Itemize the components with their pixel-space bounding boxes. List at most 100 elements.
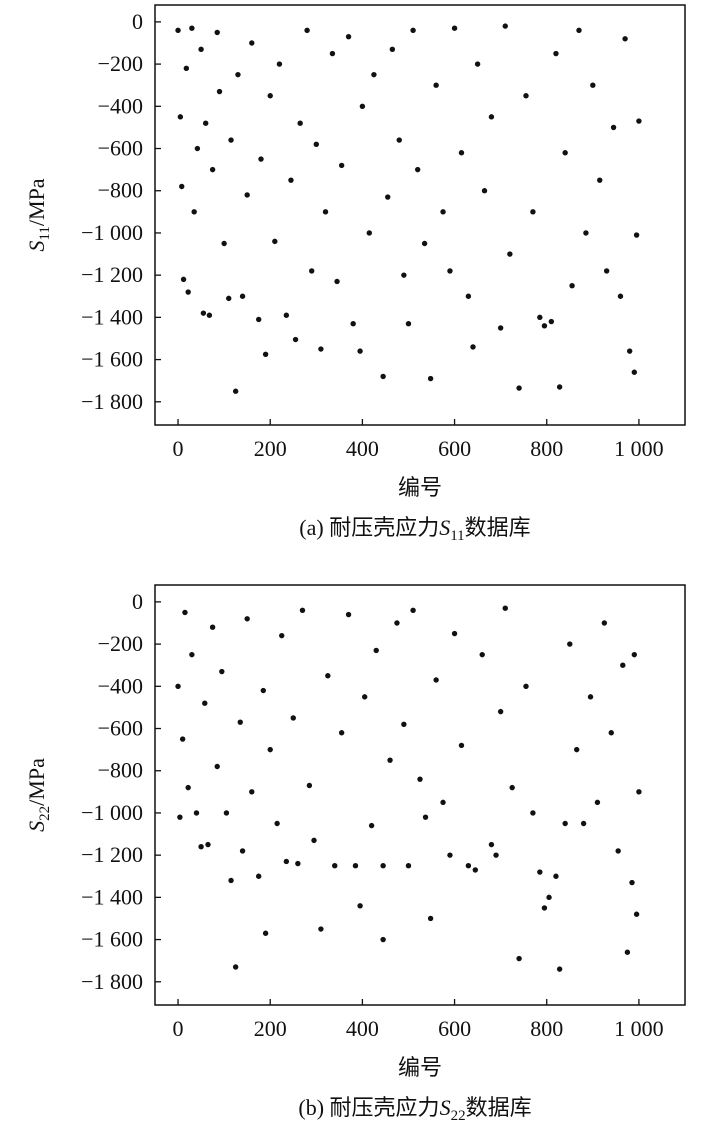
- data-point: [493, 852, 499, 858]
- data-point: [617, 293, 624, 299]
- data-point: [313, 141, 320, 147]
- data-point: [228, 877, 234, 884]
- data-point: [290, 715, 296, 721]
- data-point: [396, 137, 402, 143]
- data-point: [262, 351, 269, 357]
- data-point: [620, 662, 626, 668]
- data-point: [608, 730, 614, 736]
- data-point: [232, 388, 239, 394]
- data-point: [357, 903, 363, 909]
- data-point: [193, 810, 200, 816]
- data-point: [594, 799, 601, 806]
- data-point: [497, 325, 504, 331]
- caption-prefix: (a) 耐压壳应力: [299, 515, 439, 540]
- data-point: [255, 873, 262, 879]
- data-point: [267, 746, 273, 753]
- data-point: [624, 949, 631, 955]
- data-point: [597, 177, 603, 183]
- x-tick-label: 600: [438, 436, 471, 461]
- data-point: [318, 346, 324, 352]
- data-point: [235, 71, 241, 78]
- data-point: [451, 630, 458, 637]
- caption-symbol: S: [439, 515, 450, 540]
- data-point: [580, 820, 587, 827]
- data-point: [189, 25, 195, 31]
- data-point: [209, 166, 216, 173]
- data-point: [219, 668, 225, 675]
- y-label-subscript: 11: [37, 226, 53, 240]
- y-tick-label: −1 600: [81, 927, 143, 952]
- y-tick-label: −1 800: [81, 389, 143, 414]
- data-point: [189, 651, 195, 658]
- data-point: [440, 799, 446, 806]
- x-tick-label: 200: [254, 1016, 287, 1041]
- data-point: [631, 651, 638, 658]
- data-point: [380, 863, 386, 869]
- data-point: [279, 632, 285, 639]
- data-point: [601, 620, 608, 626]
- data-point: [239, 293, 246, 299]
- data-point: [214, 29, 220, 36]
- data-point: [458, 742, 465, 749]
- data-point: [567, 641, 573, 647]
- data-point: [523, 683, 529, 690]
- data-point: [258, 156, 264, 162]
- data-point: [553, 50, 559, 57]
- data-point: [427, 375, 434, 382]
- data-point: [615, 848, 621, 854]
- x-tick-label: 400: [346, 436, 379, 461]
- data-point: [401, 721, 407, 727]
- data-point: [206, 312, 213, 318]
- data-point: [198, 46, 204, 53]
- y-tick-label: −600: [98, 716, 143, 741]
- data-point: [267, 93, 273, 99]
- y-tick-label: −800: [98, 758, 143, 783]
- data-point: [249, 40, 255, 46]
- data-point: [306, 782, 313, 789]
- data-point: [260, 687, 267, 694]
- data-point: [283, 312, 290, 318]
- data-point: [180, 276, 187, 283]
- data-point: [345, 33, 352, 40]
- data-point: [366, 230, 373, 236]
- data-point: [295, 860, 301, 867]
- y-tick-label: −200: [98, 631, 143, 656]
- data-point: [283, 858, 290, 865]
- data-point: [191, 209, 197, 215]
- data-point: [447, 268, 453, 274]
- data-point: [345, 611, 352, 618]
- data-point: [338, 730, 345, 736]
- y-tick-label: −1 400: [81, 304, 143, 329]
- caption: (b) 耐压壳应力S22数据库: [298, 1095, 531, 1124]
- data-point: [394, 620, 400, 626]
- data-point: [562, 820, 568, 827]
- data-point: [587, 694, 594, 700]
- data-point: [297, 120, 303, 126]
- data-point: [288, 177, 294, 183]
- x-tick-label: 200: [254, 436, 287, 461]
- data-point: [175, 683, 181, 690]
- data-point: [329, 50, 336, 57]
- y-axis-label: S11/MPa: [24, 178, 53, 251]
- data-point: [216, 88, 223, 95]
- x-tick-label: 0: [173, 1016, 184, 1041]
- x-tick-label: 0: [173, 436, 184, 461]
- y-tick-label: −1 200: [81, 262, 143, 287]
- data-point: [255, 316, 262, 323]
- data-point: [573, 746, 580, 753]
- caption: (a) 耐压壳应力S11数据库: [299, 515, 530, 544]
- data-point: [232, 964, 239, 970]
- data-point: [622, 36, 628, 42]
- data-point: [338, 162, 345, 169]
- data-point: [590, 82, 596, 88]
- data-point: [626, 348, 633, 354]
- data-point: [479, 651, 485, 658]
- data-point: [530, 209, 536, 215]
- data-point: [414, 166, 421, 173]
- data-point: [357, 348, 363, 354]
- data-point: [516, 955, 522, 962]
- data-point: [541, 323, 548, 329]
- data-point: [546, 894, 552, 901]
- data-point: [631, 369, 638, 375]
- data-point: [507, 251, 513, 257]
